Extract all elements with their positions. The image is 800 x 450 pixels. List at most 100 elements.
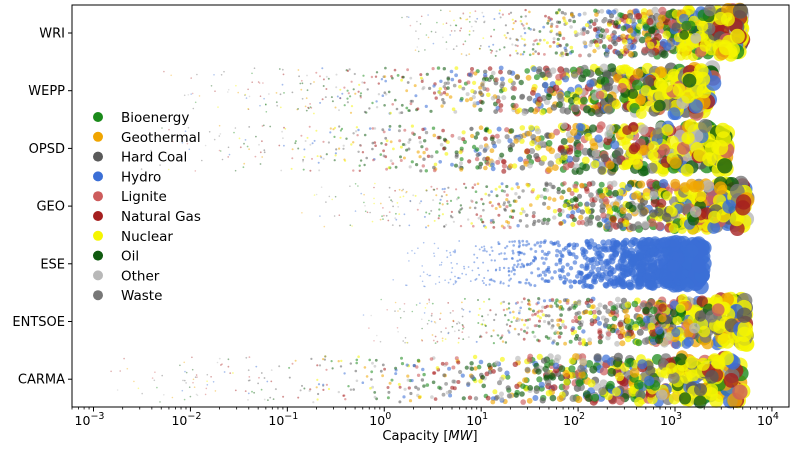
data-point (377, 82, 380, 85)
data-point (470, 199, 473, 202)
data-point (320, 186, 323, 188)
data-point (513, 272, 516, 276)
data-point (269, 125, 272, 128)
data-point (576, 310, 582, 315)
data-point (272, 398, 275, 400)
legend-marker (93, 290, 103, 301)
data-point (446, 77, 451, 81)
data-point (672, 83, 686, 97)
data-point (297, 108, 299, 110)
data-point (468, 53, 471, 55)
data-point (516, 185, 520, 189)
data-point (719, 41, 733, 56)
data-point (533, 324, 537, 328)
data-point (505, 385, 511, 391)
data-point (512, 268, 515, 271)
data-point (532, 52, 535, 56)
data-point (527, 307, 531, 311)
data-point (637, 180, 646, 189)
data-point (424, 49, 426, 51)
data-point (584, 132, 593, 141)
data-point (421, 327, 423, 330)
data-point (573, 336, 579, 341)
data-point (492, 143, 497, 149)
data-point (161, 127, 163, 129)
data-point (573, 301, 578, 306)
data-point (547, 270, 551, 274)
data-point (442, 146, 446, 151)
data-point (480, 323, 483, 326)
data-point (550, 22, 554, 26)
data-point (500, 182, 504, 186)
data-point (243, 142, 245, 145)
data-point (614, 147, 624, 157)
data-point (454, 153, 459, 157)
data-point (405, 148, 409, 152)
data-point (545, 41, 549, 45)
data-point (407, 386, 411, 390)
data-point (406, 341, 408, 344)
data-point (325, 75, 328, 78)
y-tick-label: WRI (39, 27, 65, 42)
data-point (238, 137, 241, 140)
data-point (472, 30, 475, 32)
data-point (600, 153, 609, 163)
data-point (396, 202, 399, 204)
data-point (558, 365, 566, 373)
data-point (507, 78, 513, 84)
data-point (486, 92, 491, 98)
data-point (430, 30, 433, 33)
data-point (279, 93, 282, 96)
data-point (670, 178, 681, 189)
data-point (523, 38, 526, 41)
data-point (526, 397, 533, 404)
data-point (512, 361, 518, 367)
data-point (572, 260, 578, 265)
data-point (470, 133, 475, 139)
data-point (573, 183, 578, 189)
data-point (565, 213, 571, 219)
data-point (300, 79, 303, 82)
data-point (303, 156, 306, 158)
data-point (537, 339, 541, 343)
data-point (346, 101, 349, 104)
data-point (429, 274, 432, 277)
data-point (627, 324, 634, 332)
data-point (587, 379, 596, 388)
data-point (627, 51, 634, 58)
data-point (498, 103, 504, 108)
data-point (558, 325, 562, 330)
data-point (459, 157, 464, 162)
y-tick-label: ESE (40, 257, 65, 272)
data-point (459, 29, 461, 32)
data-point (505, 323, 509, 326)
data-point (525, 22, 528, 25)
data-point (183, 398, 186, 401)
data-point (418, 155, 422, 159)
data-point (319, 155, 322, 158)
data-point (322, 388, 325, 391)
data-point (514, 74, 520, 81)
data-point (401, 189, 403, 192)
data-point (451, 379, 456, 384)
data-point (508, 279, 511, 282)
data-point (538, 319, 541, 323)
data-point (436, 135, 441, 140)
data-point (461, 272, 464, 275)
data-point (244, 93, 247, 96)
data-point (450, 262, 453, 264)
data-point (467, 218, 470, 221)
data-point (461, 137, 466, 142)
data-point (557, 243, 561, 248)
data-point (513, 138, 519, 144)
data-point (387, 219, 390, 222)
data-point (476, 182, 480, 186)
data-point (385, 214, 388, 217)
data-point (437, 385, 441, 390)
data-point (522, 264, 526, 268)
data-point (580, 96, 588, 105)
data-point (660, 50, 669, 59)
x-tick-label: 10−3 (75, 411, 105, 428)
data-point (540, 71, 547, 78)
data-point (414, 385, 418, 389)
